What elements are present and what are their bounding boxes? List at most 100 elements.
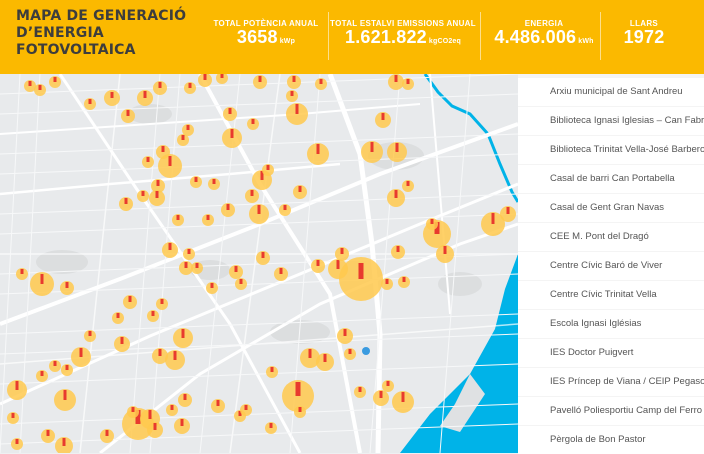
- list-item[interactable]: Biblioteca Trinitat Vella-José Barbero: [518, 136, 704, 164]
- solar-installation-icon[interactable]: [149, 190, 165, 206]
- solar-installation-icon[interactable]: [202, 214, 214, 226]
- solar-installation-icon[interactable]: [7, 380, 27, 400]
- solar-installation-icon[interactable]: [354, 386, 366, 398]
- solar-installation-icon[interactable]: [178, 393, 192, 407]
- solar-installation-icon[interactable]: [402, 78, 414, 90]
- solar-installation-icon[interactable]: [229, 265, 243, 279]
- solar-installation-icon[interactable]: [119, 197, 133, 211]
- solar-installation-icon[interactable]: [316, 353, 334, 371]
- solar-installation-icon[interactable]: [335, 247, 349, 261]
- solar-installation-icon[interactable]: [211, 399, 225, 413]
- solar-installation-icon[interactable]: [147, 422, 163, 438]
- solar-installation-icon[interactable]: [151, 179, 165, 193]
- list-item[interactable]: Pèrgola de Bon Pastor: [518, 426, 704, 454]
- list-item[interactable]: CEE M. Pont del Dragó: [518, 223, 704, 251]
- solar-installation-icon[interactable]: [256, 251, 270, 265]
- solar-installation-icon[interactable]: [337, 328, 353, 344]
- solar-installation-icon[interactable]: [208, 178, 220, 190]
- list-item[interactable]: Centre Cívic Baró de Viver: [518, 252, 704, 280]
- list-item[interactable]: IES Príncep de Viana / CEIP Pegaso: [518, 368, 704, 396]
- solar-installation-icon[interactable]: [162, 242, 178, 258]
- solar-installation-icon[interactable]: [147, 310, 159, 322]
- solar-installation-icon[interactable]: [245, 189, 259, 203]
- solar-installation-icon[interactable]: [262, 164, 274, 176]
- solar-installation-icon[interactable]: [344, 348, 356, 360]
- solar-installation-icon[interactable]: [266, 366, 278, 378]
- solar-installation-icon[interactable]: [282, 380, 314, 412]
- solar-installation-icon[interactable]: [500, 206, 516, 222]
- solar-installation-icon[interactable]: [166, 404, 178, 416]
- solar-installation-icon[interactable]: [274, 267, 288, 281]
- solar-installation-icon[interactable]: [16, 268, 28, 280]
- solar-installation-icon[interactable]: [392, 391, 414, 413]
- solar-installation-icon[interactable]: [30, 272, 54, 296]
- solar-installation-icon[interactable]: [121, 109, 135, 123]
- solar-installation-icon[interactable]: [61, 364, 73, 376]
- solar-installation-icon[interactable]: [387, 189, 405, 207]
- solar-installation-icon[interactable]: [387, 142, 407, 162]
- solar-installation-icon[interactable]: [184, 82, 196, 94]
- list-item[interactable]: Arxiu municipal de Sant Andreu: [518, 78, 704, 106]
- solar-installation-icon[interactable]: [223, 107, 237, 121]
- solar-installation-icon[interactable]: [183, 248, 195, 260]
- solar-installation-icon[interactable]: [388, 74, 404, 90]
- solar-installation-icon[interactable]: [152, 348, 168, 364]
- solar-installation-icon[interactable]: [127, 406, 139, 418]
- solar-installation-icon[interactable]: [7, 412, 19, 424]
- solar-installation-icon[interactable]: [100, 429, 114, 443]
- solar-installation-icon[interactable]: [60, 281, 74, 295]
- solar-installation-icon[interactable]: [328, 259, 348, 279]
- solar-installation-icon[interactable]: [177, 134, 189, 146]
- solar-installation-icon[interactable]: [11, 438, 23, 450]
- solar-installation-icon[interactable]: [55, 437, 73, 453]
- solar-installation-icon[interactable]: [339, 257, 383, 301]
- solar-installation-icon[interactable]: [34, 84, 46, 96]
- solar-installation-icon[interactable]: [315, 78, 327, 90]
- solar-installation-icon[interactable]: [287, 75, 301, 89]
- solar-installation-icon[interactable]: [36, 370, 48, 382]
- solar-installation-icon[interactable]: [172, 214, 184, 226]
- solar-installation-icon[interactable]: [253, 75, 267, 89]
- solar-installation-icon[interactable]: [156, 298, 168, 310]
- solar-installation-icon[interactable]: [216, 74, 228, 84]
- solar-installation-icon[interactable]: [235, 278, 247, 290]
- solar-installation-icon[interactable]: [311, 259, 325, 273]
- solar-installation-icon[interactable]: [206, 282, 218, 294]
- list-item[interactable]: Centre Cívic Trinitat Vella: [518, 281, 704, 309]
- solar-installation-icon[interactable]: [391, 245, 405, 259]
- solar-installation-icon[interactable]: [41, 429, 55, 443]
- solar-installation-icon[interactable]: [279, 204, 291, 216]
- solar-installation-icon[interactable]: [381, 278, 393, 290]
- solar-installation-icon[interactable]: [104, 90, 120, 106]
- solar-installation-icon[interactable]: [398, 276, 410, 288]
- solar-installation-icon[interactable]: [300, 348, 320, 368]
- solar-installation-icon[interactable]: [114, 336, 130, 352]
- solar-installation-icon[interactable]: [293, 185, 307, 199]
- list-item[interactable]: IES Doctor Puigvert: [518, 339, 704, 367]
- solar-installation-icon[interactable]: [307, 143, 329, 165]
- list-item[interactable]: Casal de barri Can Portabella: [518, 165, 704, 193]
- solar-installation-icon[interactable]: [286, 90, 298, 102]
- solar-installation-icon[interactable]: [191, 262, 203, 274]
- solar-installation-icon[interactable]: [137, 90, 153, 106]
- solar-installation-icon[interactable]: [54, 389, 76, 411]
- solar-installation-icon[interactable]: [402, 180, 414, 192]
- solar-installation-icon[interactable]: [222, 128, 242, 148]
- solar-installation-icon[interactable]: [49, 76, 61, 88]
- solar-installation-icon[interactable]: [123, 295, 137, 309]
- solar-installation-icon[interactable]: [158, 154, 182, 178]
- solar-installation-icon[interactable]: [174, 418, 190, 434]
- solar-installation-icon[interactable]: [198, 74, 212, 87]
- solar-installation-icon[interactable]: [142, 156, 154, 168]
- solar-installation-icon[interactable]: [165, 350, 185, 370]
- solar-installation-icon[interactable]: [375, 112, 391, 128]
- solar-installation-icon[interactable]: [179, 261, 193, 275]
- solar-installation-icon[interactable]: [265, 422, 277, 434]
- solar-installation-icon[interactable]: [71, 347, 91, 367]
- solar-installation-icon[interactable]: [84, 330, 96, 342]
- solar-installation-icon[interactable]: [294, 406, 306, 418]
- solar-installation-icon[interactable]: [173, 328, 193, 348]
- solar-installation-icon[interactable]: [382, 380, 394, 392]
- solar-installation-icon[interactable]: [361, 141, 383, 163]
- solar-installation-icon[interactable]: [481, 212, 505, 236]
